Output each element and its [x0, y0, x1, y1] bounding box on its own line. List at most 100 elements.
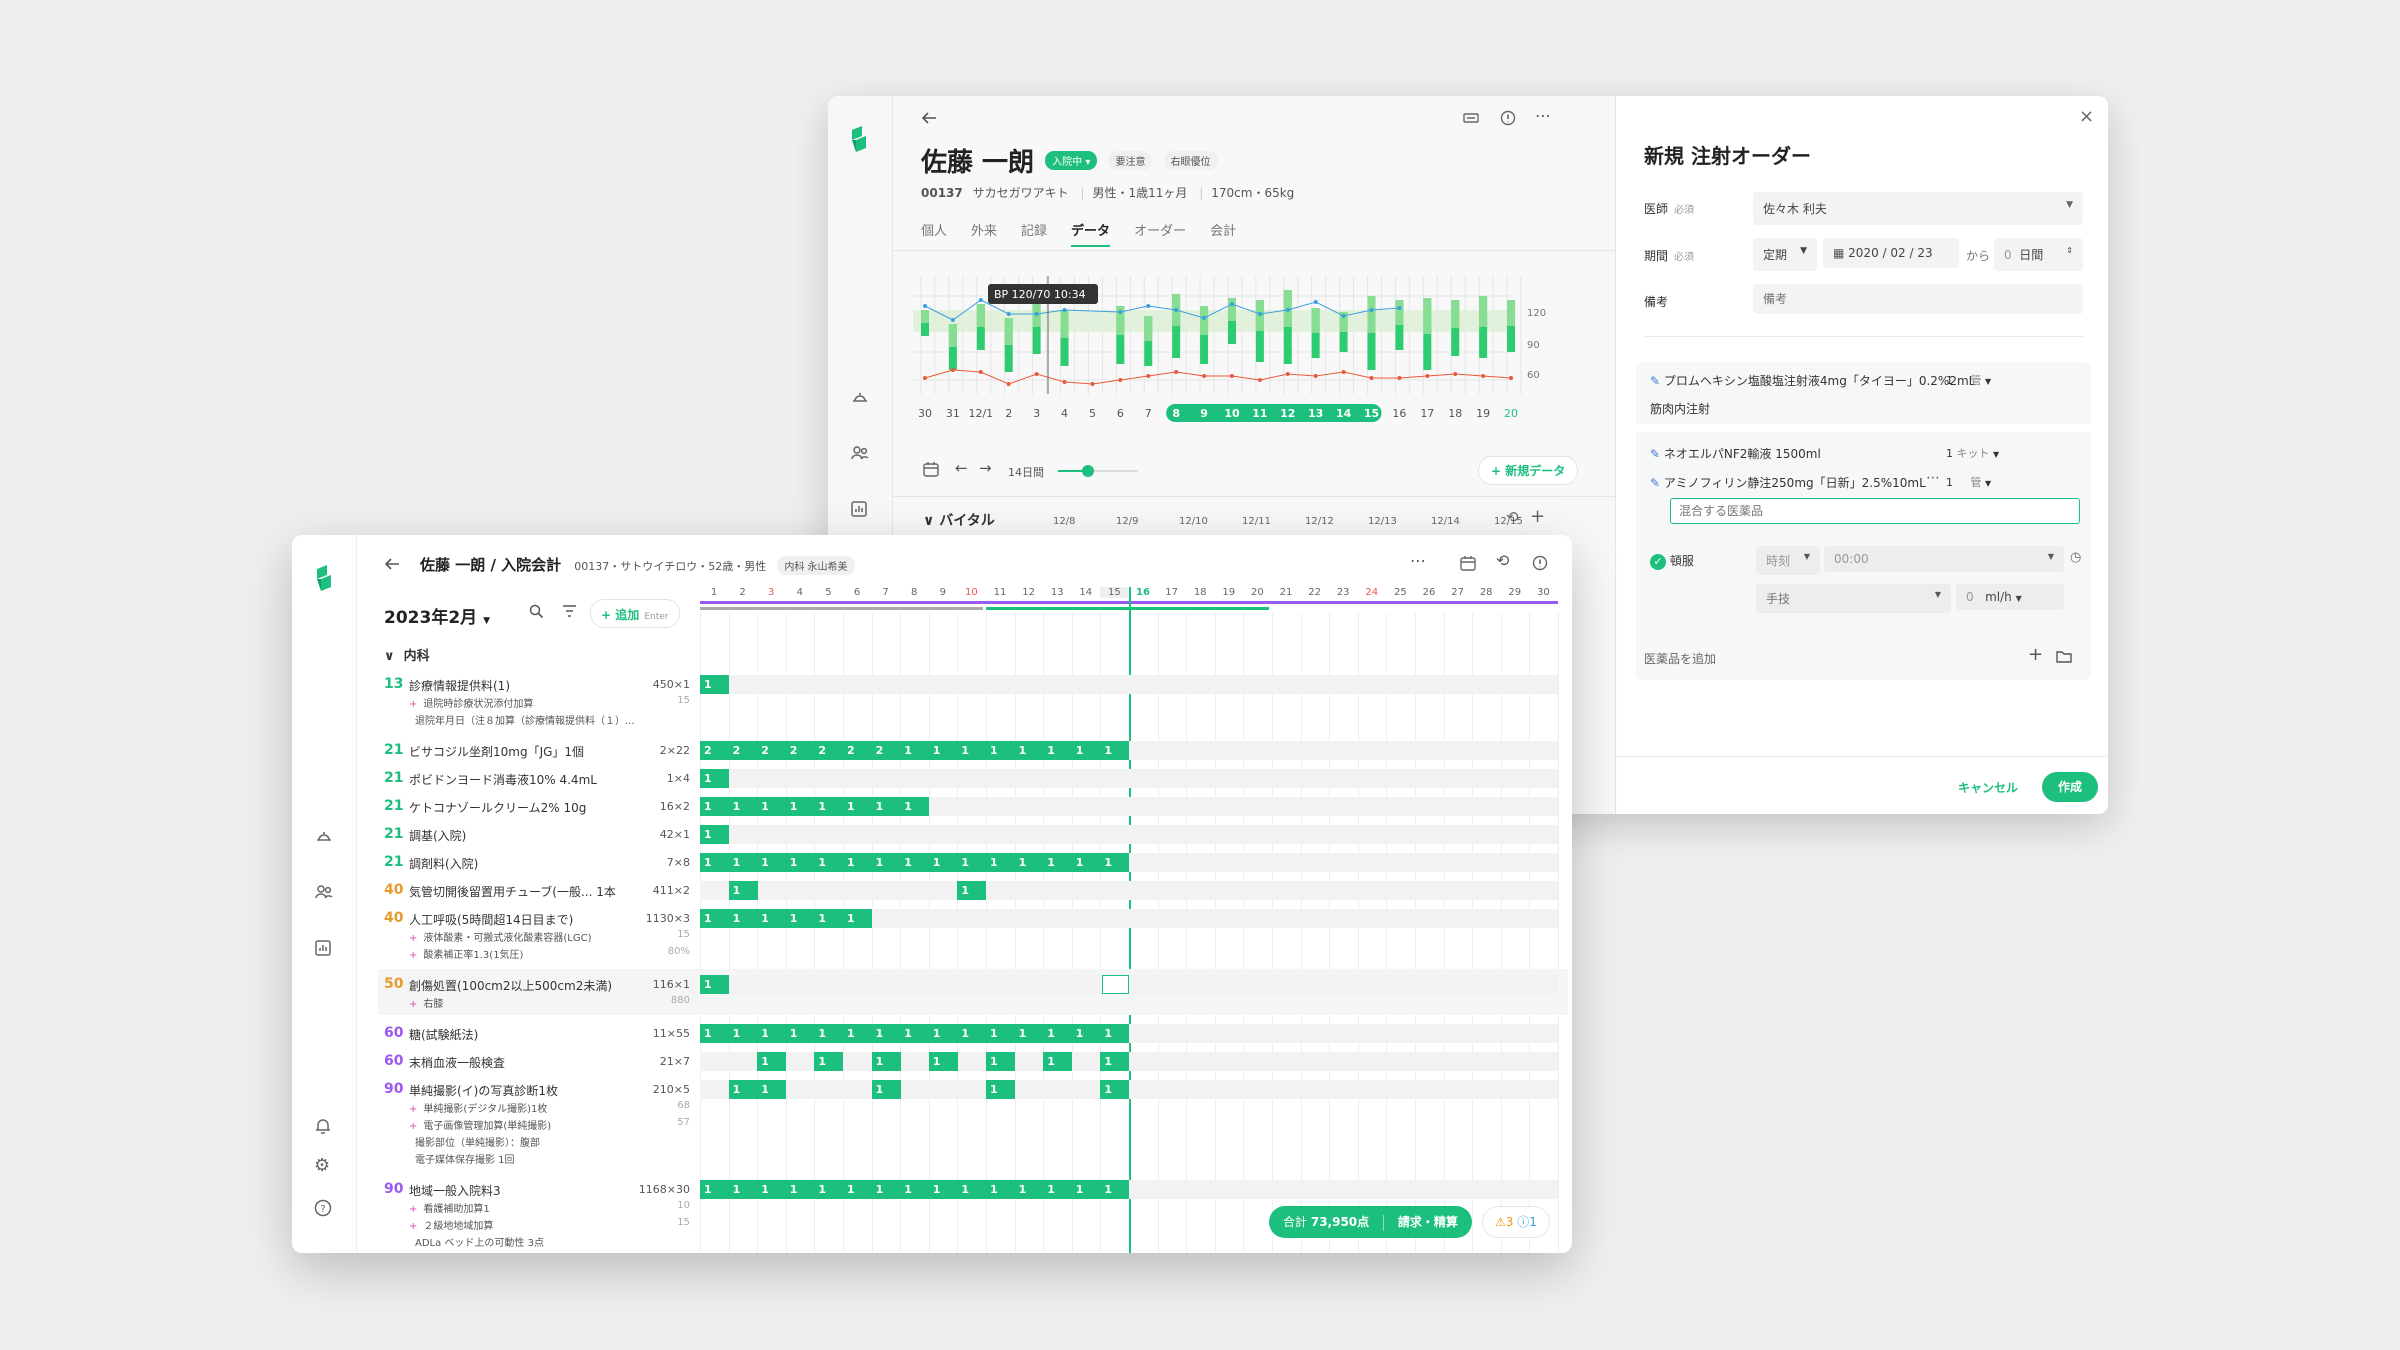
chart-icon[interactable] [851, 501, 867, 517]
add-icon[interactable]: + [2028, 644, 2044, 665]
day-header[interactable]: 23 [1336, 587, 1350, 598]
filter-icon[interactable] [562, 605, 577, 617]
day-cell[interactable]: 1 [900, 741, 930, 760]
add-icon[interactable]: + [1530, 506, 1546, 527]
day-cell[interactable]: 1 [986, 741, 1016, 760]
day-header[interactable]: 28 [1479, 587, 1493, 598]
range-slider[interactable] [1058, 465, 1138, 477]
sub-item[interactable]: + 単純撮影(デジタル撮影)1枚 [409, 1104, 548, 1115]
row-name[interactable]: 気管切開後留置用チューブ(一般... 1本 [409, 885, 616, 899]
day-cell[interactable]: 1 [900, 1180, 930, 1199]
day-cell[interactable]: 1 [700, 975, 730, 994]
alert-circle-icon[interactable] [1500, 110, 1516, 126]
day-header[interactable]: 17 [1165, 587, 1178, 598]
day-cell[interactable]: 1 [757, 1024, 787, 1043]
days-stepper[interactable]: 0 日間 ⇕ [1994, 238, 2083, 271]
day-cell[interactable]: 1 [871, 1052, 901, 1071]
day-cell[interactable]: 1 [928, 1052, 958, 1071]
med-qty[interactable]: 1 キット ▼ [1946, 447, 2000, 460]
clock-icon[interactable]: ◷ [2070, 550, 2082, 565]
med-qty[interactable]: 1 管 ▼ [1946, 374, 1992, 387]
bed-icon[interactable] [315, 829, 333, 843]
day-header[interactable]: 6 [853, 587, 861, 598]
day-cell[interactable]: 1 [957, 741, 987, 760]
day-header[interactable]: 27 [1451, 587, 1464, 598]
rate-field[interactable]: 0 ml/h ▼ [1956, 584, 2064, 610]
day-cell[interactable]: 2 [814, 741, 844, 760]
day-cell[interactable]: 1 [1100, 1024, 1130, 1043]
day-cell[interactable]: 1 [1100, 1180, 1130, 1199]
day-header[interactable]: 24 [1365, 587, 1379, 598]
day-cell[interactable]: 1 [1043, 1180, 1073, 1199]
cancel-button[interactable]: キャンセル [1958, 781, 2019, 795]
day-cell[interactable]: 1 [928, 741, 958, 760]
day-cell[interactable]: 1 [1071, 1180, 1101, 1199]
day-header[interactable]: 13 [1050, 587, 1064, 598]
day-cell[interactable]: 1 [814, 1052, 844, 1071]
month-select[interactable]: 2023年2月 ▼ [384, 608, 490, 628]
day-cell[interactable]: 1 [928, 1024, 958, 1043]
day-cell[interactable]: 1 [957, 853, 987, 872]
day-cell[interactable]: 1 [1043, 741, 1073, 760]
day-header[interactable]: 8 [911, 587, 918, 598]
day-cell[interactable]: 2 [843, 741, 873, 760]
history-icon[interactable]: ⟲ [1506, 508, 1519, 526]
day-cell[interactable]: 1 [728, 909, 758, 928]
day-cell[interactable]: 1 [1100, 1052, 1130, 1071]
sub-item[interactable]: + 看護補助加算1 [409, 1204, 490, 1215]
search-icon[interactable] [529, 604, 544, 619]
day-header[interactable]: 15 [1100, 587, 1129, 598]
back-arrow-icon[interactable] [921, 111, 937, 125]
day-cell[interactable]: 1 [785, 1024, 815, 1043]
day-cell[interactable]: 1 [728, 1080, 758, 1099]
day-cell[interactable]: 1 [785, 797, 815, 816]
day-cell[interactable]: 1 [957, 1024, 987, 1043]
row-name[interactable]: 調剤料(入院) [409, 857, 479, 871]
med-item[interactable]: ✎ ネオエルパNF2輸液 1500ml [1650, 447, 1821, 461]
people-icon[interactable] [851, 446, 869, 460]
calendar-icon[interactable] [1460, 555, 1476, 571]
day-cell[interactable]: 1 [728, 881, 758, 900]
med-qty[interactable]: 1 管 ▼ [1946, 476, 1992, 489]
close-icon[interactable]: × [2079, 106, 2095, 127]
day-cell[interactable]: 1 [986, 1080, 1016, 1099]
row-name[interactable]: 診療情報提供料(1) [409, 679, 510, 693]
day-cell[interactable]: 1 [700, 675, 730, 694]
sub-item[interactable]: + 右膝 [409, 999, 444, 1010]
day-cell[interactable]: 1 [700, 797, 730, 816]
prn-checkbox[interactable]: ✓ 頓服 [1650, 552, 1694, 570]
sub-item[interactable]: ADLa ベッド上の可動性 3点 [415, 1238, 544, 1249]
day-cell[interactable]: 1 [871, 1180, 901, 1199]
issues-badge[interactable]: ⚠3 ⓘ1 [1482, 1206, 1550, 1238]
day-cell[interactable]: 1 [814, 797, 844, 816]
day-cell[interactable]: 1 [728, 1024, 758, 1043]
med-item[interactable]: ✎ プロムヘキシン塩酸塩注射液4mg「タイヨー」0.2%2mL [1650, 374, 1976, 388]
alert-circle-icon[interactable] [1532, 555, 1548, 571]
day-header[interactable]: 18 [1193, 587, 1207, 598]
gear-icon[interactable]: ⚙ [314, 1155, 331, 1176]
row-name[interactable]: 末梢血液一般検査 [409, 1056, 506, 1070]
row-name[interactable]: ポビドンヨード消毒液10% 4.4mL [409, 773, 597, 787]
day-cell[interactable]: 1 [900, 853, 930, 872]
day-header[interactable]: 14 [1079, 587, 1093, 598]
start-date-field[interactable]: ▦ 2020 / 02 / 23 [1823, 238, 1959, 268]
day-cell[interactable]: 1 [1014, 741, 1044, 760]
status-badge[interactable]: 入院中 ▾ [1045, 151, 1098, 170]
tab-6[interactable]: 会計 [1210, 224, 1237, 239]
day-cell[interactable]: 1 [700, 1024, 730, 1043]
next-arrow-icon[interactable]: → [979, 459, 992, 477]
row-name[interactable]: 調基(入院) [409, 829, 467, 843]
day-cell[interactable]: 1 [1071, 853, 1101, 872]
day-header[interactable]: 1 [710, 587, 718, 598]
row-name[interactable]: 糖(試験紙法) [409, 1028, 479, 1042]
day-header[interactable]: 22 [1308, 587, 1321, 598]
day-cell[interactable]: 2 [728, 741, 758, 760]
day-cell[interactable]: 1 [728, 797, 758, 816]
day-cell[interactable]: 1 [757, 909, 787, 928]
day-header[interactable]: 10 [965, 587, 978, 598]
day-header[interactable]: 26 [1422, 587, 1436, 598]
day-cell[interactable]: 1 [700, 909, 730, 928]
time-select[interactable]: 00:00 ▼ [1824, 546, 2064, 572]
sub-item[interactable]: + 酸素補正率1.3(1気圧) [409, 950, 524, 961]
section-header[interactable]: ∨ 内科 [384, 649, 430, 664]
